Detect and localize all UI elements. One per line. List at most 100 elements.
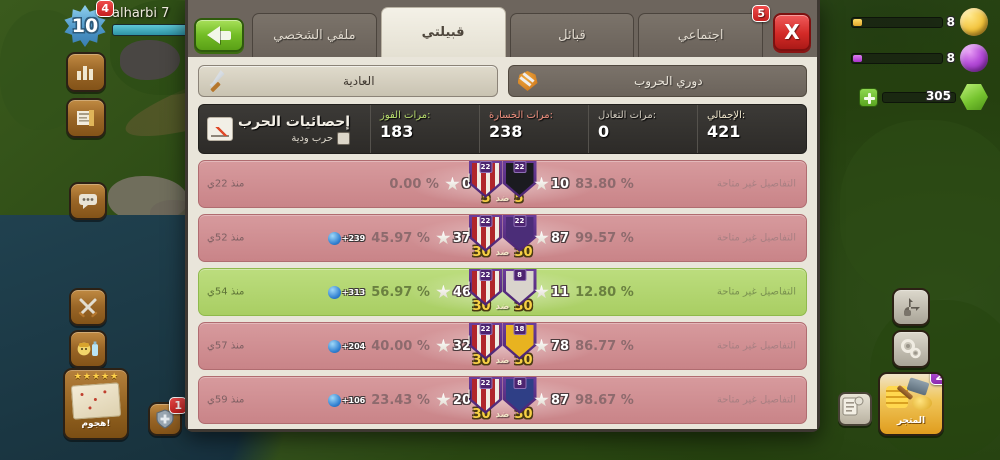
- sub-tab-war-league[interactable]: دوري الحروب: [507, 65, 807, 97]
- stat-total: الإجمالي: 421: [698, 105, 806, 153]
- stat-losses: مرات الخسارة: 238: [480, 105, 589, 153]
- own-clan-side: +313 56.97 % 46: [327, 269, 471, 315]
- war-age: منذ 22ي: [207, 178, 245, 190]
- clan-potion-icon[interactable]: [69, 330, 107, 368]
- war-matchup: 22 النسر 22 Metro-ID 30 ضد 30: [403, 215, 603, 261]
- war-log-row[interactable]: منذ 59ي +106 23.43 % 20 22 النسر: [198, 376, 807, 424]
- level-notification-badge: 4: [96, 0, 114, 17]
- sword-icon: [207, 70, 229, 93]
- player-level-badge[interactable]: 10 4: [64, 0, 114, 49]
- leaderboard-icon[interactable]: [66, 52, 106, 92]
- war-log-row[interactable]: منذ 52ي +239 45.97 % 37 22 النسر: [198, 214, 807, 262]
- settings-gear-icon[interactable]: [892, 330, 930, 368]
- star-icon: [534, 176, 549, 191]
- close-button[interactable]: X: [773, 13, 811, 51]
- war-details-unavailable: التفاصيل غير متاحة: [716, 286, 796, 298]
- own-star-count: 46: [452, 284, 471, 300]
- buy-gems-button[interactable]: [859, 87, 878, 107]
- sub-tab-label: دوري الحروب: [633, 74, 703, 88]
- stat-value: 0: [598, 122, 610, 141]
- tab-label: قبيلتي: [421, 25, 465, 40]
- own-clan-side: +106 23.43 % 20: [327, 377, 471, 423]
- decoration: [120, 40, 180, 80]
- war-log-row[interactable]: منذ 22ي 0.00 % 0 22 النسر 22 Cash Hunter…: [198, 160, 807, 208]
- own-clan-name: النسر: [440, 280, 471, 293]
- own-clan-name: النسر: [440, 172, 471, 185]
- own-badge-level: 22: [479, 161, 492, 173]
- shield-icon[interactable]: 1: [148, 397, 187, 436]
- tab-clans[interactable]: قبائل: [509, 13, 635, 57]
- tab-social[interactable]: اجتماعي 5: [638, 5, 770, 57]
- tab-my-clan[interactable]: قبيلتي: [380, 7, 506, 57]
- gold-bar: [850, 16, 943, 28]
- opponent-stars: 87: [534, 230, 569, 246]
- vs-label: ضد: [495, 409, 510, 420]
- opponent-size: 5: [481, 191, 491, 206]
- own-destruction-pct: 45.97 %: [371, 230, 430, 246]
- war-log-row[interactable]: منذ 54ي +313 56.97 % 46 22 النسر: [198, 268, 807, 316]
- own-clan-badge: 22 النسر: [468, 377, 503, 414]
- sub-tab-label: العادية: [342, 74, 375, 88]
- opponent-star-count: 87: [551, 392, 570, 408]
- war-details-unavailable: التفاصيل غير متاحة: [716, 178, 796, 190]
- own-stars: 32: [436, 338, 471, 354]
- back-arrow-icon: [207, 26, 220, 44]
- own-clan-name: النسر: [440, 388, 471, 401]
- war-size: 5 ضد 5: [482, 191, 524, 206]
- own-star-count: 0: [461, 176, 471, 192]
- close-icon: X: [784, 20, 800, 44]
- own-clan-side: 0.00 % 0: [389, 161, 471, 207]
- tab-label: قبائل: [558, 28, 586, 43]
- barbarian-potion-icon: [77, 341, 98, 356]
- tab-label: اجتماعي: [677, 28, 724, 43]
- foliage: [840, 120, 1000, 300]
- opponent-stars: 87: [534, 392, 570, 408]
- stat-key: مرات التعادل:: [598, 110, 657, 121]
- news-icon[interactable]: [66, 98, 106, 138]
- war-age: منذ 52ي: [207, 232, 245, 244]
- clan-badges: 22 النسر 22 Metro-ID: [468, 215, 537, 252]
- chat-icon[interactable]: [69, 182, 107, 220]
- stat-value: 183: [380, 122, 414, 141]
- opponent-destruction-pct: 86.77 %: [575, 338, 634, 354]
- clan-badges: 22 النسر 18 başkan karimani: [468, 323, 537, 360]
- tasks-clipboard-icon[interactable]: [838, 392, 872, 426]
- shop-button[interactable]: المتجر 2: [878, 372, 944, 436]
- opponent-badge-level: 18: [513, 323, 526, 335]
- reward-amount: +313: [341, 287, 366, 297]
- map-stars: ★ ★ ★ ★ ★: [73, 372, 119, 382]
- tab-my-profile[interactable]: ملفي الشخصي: [252, 13, 377, 57]
- stat-wins: مرات الفوز: 183: [371, 105, 480, 153]
- war-log-row[interactable]: منذ 57ي +204 40.00 % 32 22 النسر: [198, 322, 807, 370]
- gold-coin-icon: [960, 8, 988, 36]
- sub-tab-regular[interactable]: العادية: [198, 65, 498, 97]
- star-icon: [534, 338, 549, 353]
- layout-editor-icon[interactable]: [892, 288, 930, 326]
- war-statistics-header: إحصائيات الحرب حرب ودية: [199, 105, 371, 153]
- clan-badges: 22 النسر 8 dalsukн: [468, 269, 537, 306]
- friendly-war-toggle[interactable]: حرب ودية: [238, 131, 351, 145]
- war-log-list: منذ 22ي 0.00 % 0 22 النسر 22 Cash Hunter…: [198, 160, 807, 429]
- star-icon: [534, 284, 549, 299]
- war-statistics-panel: إحصائيات الحرب حرب ودية مرات الفوز: 183 …: [198, 104, 807, 154]
- war-matchup: 22 النسر 8 iNfamous Bengal 30 ضد 30: [403, 377, 603, 423]
- war-league-icon: [517, 70, 539, 92]
- star-icon: [534, 392, 549, 407]
- shop-art: [880, 374, 942, 416]
- crossed-swords-icon[interactable]: [69, 288, 107, 326]
- war-age: منذ 54ي: [207, 286, 245, 298]
- gem-icon: [960, 84, 988, 110]
- shield-plus-icon: [156, 409, 174, 429]
- friendly-war-checkbox[interactable]: [337, 131, 351, 145]
- war-matchup: 22 النسر 8 dalsukн 30 ضد 30: [403, 269, 603, 315]
- own-stars: 20: [436, 392, 471, 408]
- war-statistics-title: إحصائيات الحرب: [238, 113, 351, 130]
- opponent-star-count: 10: [551, 176, 570, 192]
- opponent-badge-level: 8: [513, 269, 526, 281]
- attack-map-button[interactable]: ★ ★ ★ ★ ★ هجوم!: [63, 368, 129, 440]
- back-button[interactable]: [194, 18, 244, 52]
- war-reward: +239: [327, 231, 366, 245]
- league-orb-icon: [327, 339, 341, 353]
- opponent-destruction-pct: 12.80 %: [575, 284, 634, 300]
- reward-amount: +239: [341, 233, 366, 243]
